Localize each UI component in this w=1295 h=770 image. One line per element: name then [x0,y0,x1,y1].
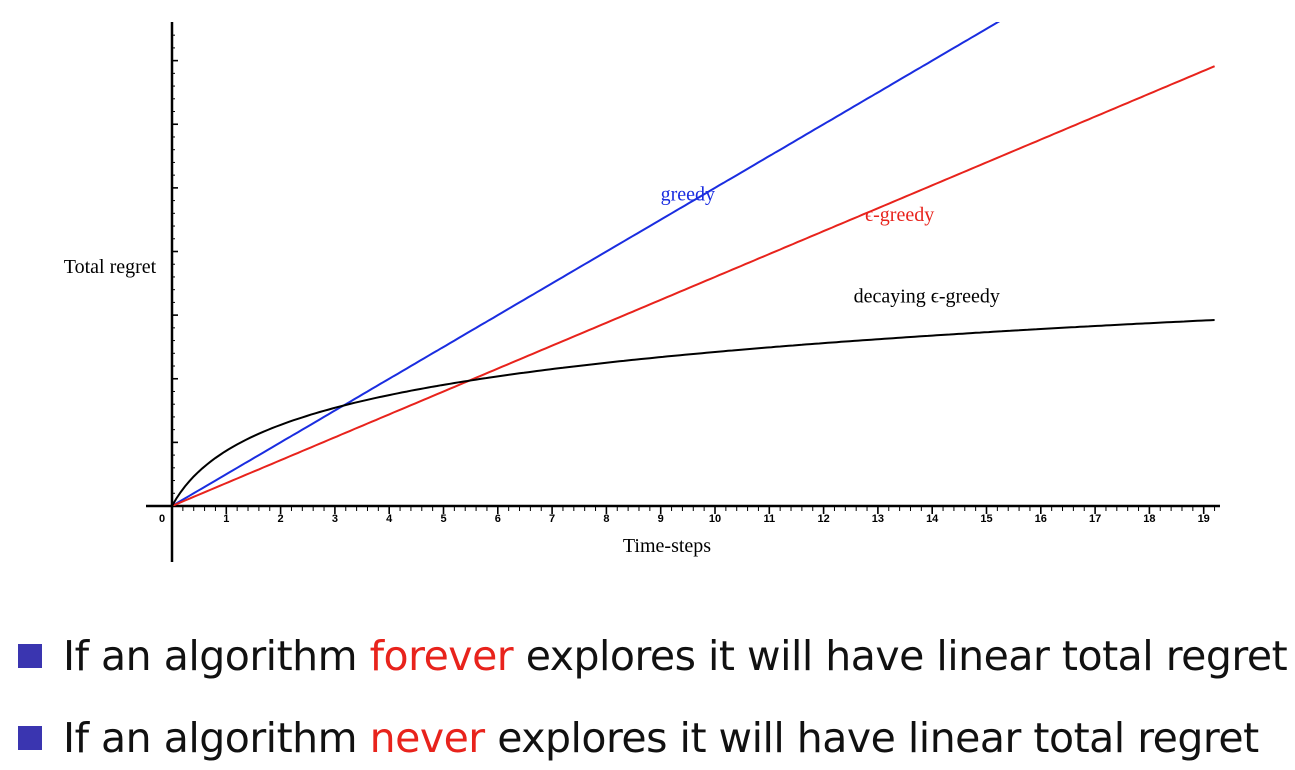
bullet-item: If an algorithm forever explores it will… [18,628,1288,688]
x-tick-label: 0 [159,513,165,525]
x-tick-label: 7 [549,513,555,525]
regret-chart: 0 1 2 3 4 5 6 7 8 9 10 11 12 13 14 15 16 17 18 19 greedyϵ-g… [64,22,1220,562]
x-tick-label: 13 [872,513,884,525]
bullet-pre: If an algorithm [63,714,370,762]
x-tick-label: 1 [223,513,229,525]
x-tick-label: 6 [495,513,501,525]
x-tick-label: 19 [1198,513,1210,525]
curves [172,22,1215,506]
y-axis-label: Total regret [64,256,157,278]
x-axis-label: Time-steps [623,535,711,557]
x-tick-label: 17 [1089,513,1101,525]
bullet-post: explores it will have linear total regre… [513,632,1288,680]
bullet-square-icon [18,726,42,750]
x-tick-label: 10 [709,513,721,525]
x-tick-label: 8 [603,513,609,525]
series-line-greedy [172,22,1001,506]
x-tick-label: 5 [440,513,446,525]
series-label: decaying ϵ-greedy [854,285,1000,307]
x-tick-label: 14 [926,513,939,525]
bullet-square-icon [18,644,42,668]
ticks: 0 1 2 3 4 5 6 7 8 9 10 11 12 13 14 15 16 17 18 19 [159,34,1216,525]
x-tick-label: 9 [658,513,664,525]
series-line-decaying-greedy [172,319,1215,506]
bullet-post: explores it will have linear total regre… [484,714,1259,762]
bullet-list: If an algorithm forever explores it will… [18,628,1288,770]
series-label: ϵ-greedy [865,204,934,226]
bullet-highlight: never [369,714,486,762]
x-tick-label: 11 [763,513,775,525]
axes [146,22,1220,562]
x-tick-label: 3 [332,513,338,525]
bullet-highlight: forever [369,632,514,680]
bullet-item: If an algorithm never explores it will h… [18,710,1288,770]
x-tick-label: 4 [386,513,393,525]
x-tick-label: 18 [1143,513,1155,525]
bullet-text: If an algorithm forever explores it will… [63,628,1288,684]
x-tick-label: 2 [278,513,284,525]
bullet-text: If an algorithm never explores it will h… [63,710,1259,766]
bullet-pre: If an algorithm [63,632,370,680]
x-tick-label: 16 [1035,513,1047,525]
labels: greedy ϵ-greedy decaying ϵ-greedy Time-step… [64,184,1000,557]
series-line-greedy [172,65,1215,506]
series-label: greedy [661,184,715,206]
x-tick-label: 12 [817,513,829,525]
x-tick-label: 15 [980,513,992,525]
